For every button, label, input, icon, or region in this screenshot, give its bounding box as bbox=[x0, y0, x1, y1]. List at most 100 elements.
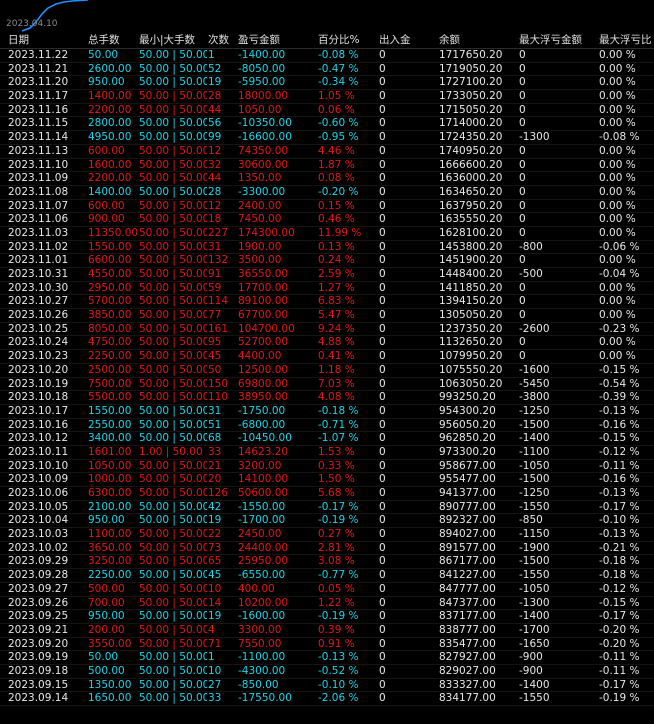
table-row[interactable]: 2023.10.26 3850.00 50.00 | 50.00 77 67700.00… bbox=[0, 309, 654, 323]
row-pnl: 2450.00 bbox=[238, 528, 282, 541]
row-deposit-withdrawal: 0 bbox=[379, 692, 386, 705]
table-row[interactable]: 2023.10.18 5500.00 50.00 | 50.00 110 38950.0… bbox=[0, 391, 654, 405]
table-row[interactable]: 2023.10.20 2500.00 50.00 | 50.00 50 12500.00… bbox=[0, 364, 654, 378]
table-row[interactable]: 2023.09.15 1350.00 50.00 | 50.00 27 -850.00 -… bbox=[0, 679, 654, 693]
table-row[interactable]: 2023.11.20 950.00 50.00 | 50.00 19 -5950.00 -… bbox=[0, 76, 654, 91]
table-row[interactable]: 2023.10.05 2100.00 50.00 | 50.00 42 -1550.00… bbox=[0, 501, 654, 515]
row-pnl: 17700.00 bbox=[238, 281, 289, 294]
row-percent: 2.81 % bbox=[318, 541, 355, 554]
table-row[interactable]: 2023.10.23 2250.00 50.00 | 50.00 45 4400.00 0… bbox=[0, 350, 654, 364]
table-row[interactable]: 2023.09.21 200.00 50.00 | 50.00 4 3300.00 0.3… bbox=[0, 624, 654, 638]
table-row[interactable]: 2023.10.27 5700.00 50.00 | 50.00 114 89100.0… bbox=[0, 295, 654, 310]
table-row[interactable]: 2023.09.18 500.00 50.00 | 50.00 10 -4300.00 -… bbox=[0, 665, 654, 679]
header-min-max-lots: 最小|大手数 bbox=[139, 34, 196, 46]
table-row[interactable]: 2023.11.09 2200.00 50.00 | 50.00 44 1350.00 0… bbox=[0, 172, 654, 186]
table-row[interactable]: 2023.10.25 8050.00 50.00 | 50.00 161 104700.… bbox=[0, 323, 654, 337]
row-min-max-lots: 50.00 | 50.00 bbox=[139, 404, 207, 417]
row-max-drawdown-pct: 0.00 % bbox=[599, 350, 636, 363]
row-total-lots: 5500.00 bbox=[88, 391, 132, 404]
row-total-lots: 2800.00 bbox=[88, 117, 132, 130]
row-pnl: 67700.00 bbox=[238, 309, 289, 322]
header-percent: 百分比% bbox=[318, 34, 360, 46]
row-balance: 1451900.20 bbox=[439, 254, 503, 267]
table-row[interactable]: 2023.10.31 4550.00 50.00 | 50.00 91 36550.00… bbox=[0, 268, 654, 282]
row-balance: 1628100.20 bbox=[439, 226, 503, 239]
table-row[interactable]: 2023.09.26 700.00 50.00 | 50.00 14 10200.00 1… bbox=[0, 597, 654, 611]
row-count: 45 bbox=[208, 569, 222, 582]
row-deposit-withdrawal: 0 bbox=[379, 418, 386, 431]
row-total-lots: 3650.00 bbox=[88, 541, 132, 554]
table-row[interactable]: 2023.09.20 3550.00 50.00 | 50.00 71 7550.00 0… bbox=[0, 638, 654, 652]
row-min-max-lots: 50.00 | 50.00 bbox=[139, 144, 207, 157]
row-percent: 9.24 % bbox=[318, 322, 355, 335]
row-count: 1 bbox=[208, 651, 215, 664]
table-row[interactable]: 2023.11.16 2200.00 50.00 | 50.00 44 1050.00 0… bbox=[0, 104, 654, 118]
table-row[interactable]: 2023.11.13 600.00 50.00 | 50.00 12 74350.00 4… bbox=[0, 145, 654, 159]
row-date: 2023.10.30 bbox=[8, 281, 69, 294]
table-row[interactable]: 2023.11.07 600.00 50.00 | 50.00 12 2400.00 0.… bbox=[0, 200, 654, 214]
table-row[interactable]: 2023.11.03 11350.00 50.00 | 50.00 227 174300… bbox=[0, 227, 654, 241]
row-count: 227 bbox=[208, 226, 229, 239]
row-pnl: 14623.20 bbox=[238, 445, 289, 458]
row-pnl: 12500.00 bbox=[238, 363, 289, 376]
table-row[interactable]: 2023.09.28 2250.00 50.00 | 50.00 45 -6550.00… bbox=[0, 569, 654, 583]
table-row[interactable]: 2023.11.10 1600.00 50.00 | 50.00 32 30600.00… bbox=[0, 159, 654, 173]
table-row[interactable]: 2023.10.04 950.00 50.00 | 50.00 19 -1700.00 -… bbox=[0, 514, 654, 529]
row-deposit-withdrawal: 0 bbox=[379, 404, 386, 417]
table-row[interactable]: 2023.11.06 900.00 50.00 | 50.00 18 7450.00 0.… bbox=[0, 213, 654, 227]
row-count: 95 bbox=[208, 336, 222, 349]
row-max-drawdown: 0 bbox=[519, 76, 526, 89]
table-row[interactable]: 2023.11.17 1400.00 50.00 | 50.00 28 18000.00… bbox=[0, 90, 654, 104]
table-row[interactable]: 2023.11.08 1400.00 50.00 | 50.00 28 -3300.00… bbox=[0, 186, 654, 200]
row-pnl: 52700.00 bbox=[238, 336, 289, 349]
row-percent: -0.95 % bbox=[318, 131, 359, 144]
row-date: 2023.11.21 bbox=[8, 62, 69, 75]
row-max-drawdown-pct: 0.00 % bbox=[599, 158, 636, 171]
table-row[interactable]: 2023.09.29 3250.00 50.00 | 50.00 65 25950.00… bbox=[0, 555, 654, 570]
table-row[interactable]: 2023.10.10 1050.00 50.00 | 50.00 21 3200.00 0… bbox=[0, 460, 654, 474]
row-date: 2023.10.12 bbox=[8, 432, 69, 445]
table-row[interactable]: 2023.10.03 1100.00 50.00 | 50.00 22 2450.00 0… bbox=[0, 528, 654, 542]
row-max-drawdown: -1500 bbox=[519, 555, 550, 568]
row-deposit-withdrawal: 0 bbox=[379, 569, 386, 582]
table-row[interactable]: 2023.11.02 1550.00 50.00 | 50.00 31 1900.00 0… bbox=[0, 241, 654, 255]
table-row[interactable]: 2023.10.17 1550.00 50.00 | 50.00 31 -1750.00… bbox=[0, 405, 654, 419]
table-row[interactable]: 2023.10.16 2550.00 50.00 | 50.00 51 -6800.00… bbox=[0, 419, 654, 433]
row-max-drawdown-pct: -0.17 % bbox=[599, 610, 640, 623]
row-percent: -0.52 % bbox=[318, 664, 359, 677]
row-date: 2023.11.20 bbox=[8, 76, 69, 89]
row-max-drawdown-pct: -0.11 % bbox=[599, 664, 640, 677]
row-count: 45 bbox=[208, 350, 222, 363]
row-pnl: -1100.00 bbox=[238, 651, 286, 664]
table-row[interactable]: 2023.10.24 4750.00 50.00 | 50.00 95 52700.00… bbox=[0, 336, 654, 351]
table-row[interactable]: 2023.09.19 50.00 50.00 | 50.00 1 -1100.00 -0.… bbox=[0, 651, 654, 665]
table-row[interactable]: 2023.11.21 2600.00 50.00 | 50.00 52 -8050.00… bbox=[0, 63, 654, 77]
table-row[interactable]: 2023.10.11 1601.00 1.00 | 50.00 33 14623.20 1… bbox=[0, 446, 654, 460]
table-row[interactable]: 2023.10.12 3400.00 50.00 | 50.00 68 -10450.0… bbox=[0, 432, 654, 446]
row-pnl: -1550.00 bbox=[238, 500, 286, 513]
table-row[interactable]: 2023.09.27 500.00 50.00 | 50.00 10 400.00 0.0… bbox=[0, 583, 654, 597]
table-row[interactable]: 2023.10.09 1000.00 50.00 | 50.00 20 14100.00… bbox=[0, 473, 654, 487]
row-deposit-withdrawal: 0 bbox=[379, 637, 386, 650]
table-row[interactable]: 2023.10.06 6300.00 50.00 | 50.00 126 50600.0… bbox=[0, 487, 654, 501]
row-pnl: 3300.00 bbox=[238, 623, 282, 636]
table-row[interactable]: 2023.11.01 6600.00 50.00 | 50.00 132 3500.00… bbox=[0, 254, 654, 268]
table-row[interactable]: 2023.10.19 7500.00 50.00 | 50.00 150 69800.0… bbox=[0, 378, 654, 392]
table-row[interactable]: 2023.11.14 4950.00 50.00 | 50.00 99 -16600.0… bbox=[0, 131, 654, 145]
row-max-drawdown-pct: -0.17 % bbox=[599, 678, 640, 691]
row-pnl: 3200.00 bbox=[238, 459, 282, 472]
table-row[interactable]: 2023.10.02 3650.00 50.00 | 50.00 73 24400.00… bbox=[0, 542, 654, 556]
row-date: 2023.11.17 bbox=[8, 90, 69, 103]
row-pnl: -5950.00 bbox=[238, 76, 286, 89]
table-row[interactable]: 2023.11.22 50.00 50.00 | 50.00 1 -1400.00 -0.… bbox=[0, 49, 654, 63]
table-row[interactable]: 2023.10.30 2950.00 50.00 | 50.00 59 17700.00… bbox=[0, 282, 654, 296]
row-max-drawdown: -1300 bbox=[519, 131, 550, 144]
row-balance: 1394150.20 bbox=[439, 295, 503, 308]
row-date: 2023.09.29 bbox=[8, 555, 69, 568]
row-count: 110 bbox=[208, 391, 229, 404]
table-row[interactable]: 2023.11.15 2800.00 50.00 | 50.00 56 -10350.0… bbox=[0, 117, 654, 132]
row-pnl: -6550.00 bbox=[238, 569, 286, 582]
daily-report-table: 日期 总手数 最小|大手数 次数 盈亏金额 百分比% 出入金 余额 最大浮亏金额… bbox=[0, 33, 654, 706]
table-row[interactable]: 2023.09.25 950.00 50.00 | 50.00 19 -1600.00 -… bbox=[0, 610, 654, 624]
table-row[interactable]: 2023.09.14 1650.00 50.00 | 50.00 33 -17550.0… bbox=[0, 692, 654, 706]
